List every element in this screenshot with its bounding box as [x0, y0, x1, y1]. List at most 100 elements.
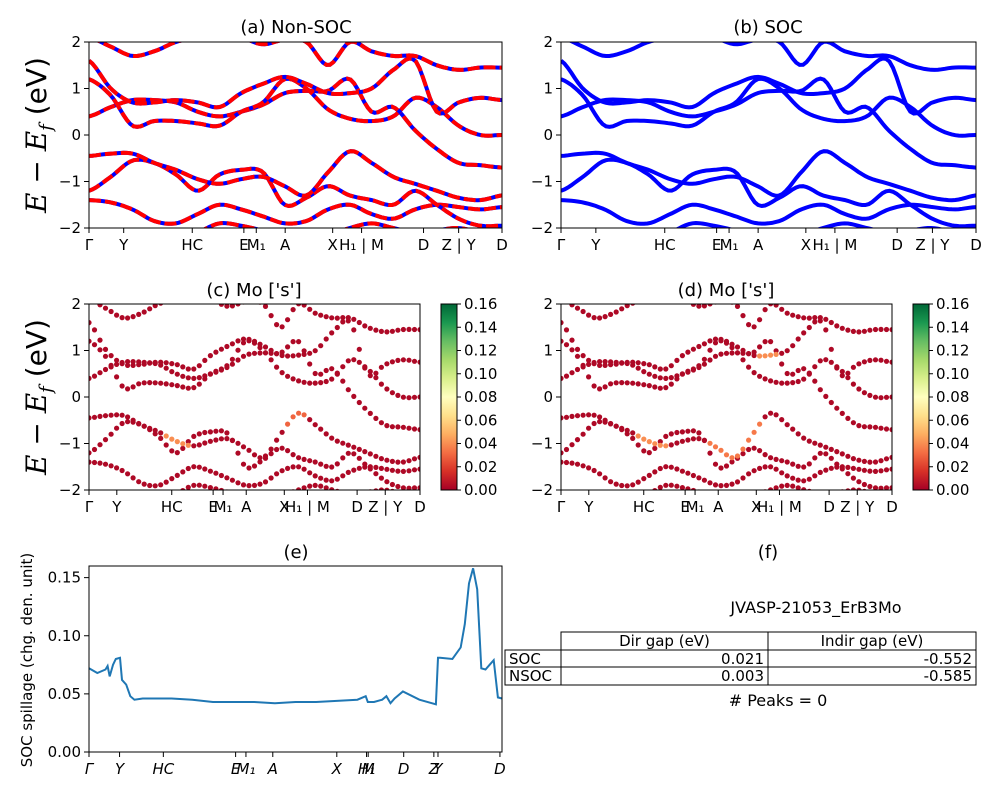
point-c-7-44	[329, 315, 335, 321]
point-c-6-41	[312, 348, 318, 354]
xtick-label-d-7: H₁ | M	[757, 498, 802, 516]
point-c-0-40	[307, 483, 313, 489]
point-d-6-11	[619, 360, 625, 366]
point-d-4-19	[663, 375, 669, 381]
point-d-0-56	[867, 491, 872, 496]
point-c-4-39	[301, 348, 307, 354]
point-c-6-6	[119, 361, 125, 367]
point-d-7-42	[790, 312, 796, 318]
point-c-3-32	[262, 453, 269, 459]
point-d-1-54	[856, 466, 862, 472]
point-d-0-41	[784, 482, 790, 488]
point-c-5-57	[400, 394, 406, 400]
ylabel-mid: E − Ef (eV)	[20, 319, 57, 476]
point-d-3-36	[757, 421, 763, 427]
point-d-2-42	[790, 461, 796, 467]
point-c-7-5	[114, 312, 120, 318]
xtick-label-c-5: A	[241, 498, 252, 516]
point-c-2-48	[351, 451, 357, 457]
point-c-1-40	[307, 470, 313, 476]
point-c-6-28	[240, 336, 247, 342]
point-c-4-17	[180, 373, 186, 379]
point-d-5-20	[668, 381, 674, 387]
point-d-6-45	[806, 324, 812, 331]
xtick-label-b-8: D	[891, 236, 903, 254]
point-c-5-36	[285, 373, 291, 379]
point-c-1-9	[136, 479, 142, 485]
point-d-6-60	[889, 359, 892, 365]
point-d-5-8	[602, 384, 608, 390]
point-d-5-60	[889, 394, 892, 400]
point-c-2-59	[411, 485, 418, 490]
cbar-tick-label-d-2: 0.04	[936, 435, 969, 453]
band-b-5	[561, 76, 976, 138]
point-c-7-4	[108, 308, 114, 315]
point-c-5-46	[340, 364, 346, 370]
point-c-3-51	[367, 451, 373, 457]
point-c-2-25	[224, 430, 230, 436]
cbar-tick-label-d-6: 0.12	[936, 342, 969, 360]
point-d-3-27	[707, 440, 713, 446]
point-d-5-1	[563, 342, 570, 348]
point-d-1-60	[889, 466, 892, 472]
point-c-6-56	[395, 357, 401, 363]
point-c-0-27	[235, 491, 240, 496]
point-c-1-10	[141, 481, 147, 487]
table-header-0: Dir gap (eV)	[619, 632, 710, 650]
point-c-7-27	[235, 304, 241, 307]
point-d-7-57	[872, 326, 879, 333]
point-c-1-7	[125, 471, 131, 477]
point-c-2-15	[169, 448, 175, 454]
point-d-1-38	[768, 464, 774, 470]
point-d-1-34	[746, 471, 752, 477]
point-d-6-44	[801, 330, 807, 336]
point-d-7-36	[757, 317, 763, 323]
table-value-1-0: 0.003	[721, 667, 764, 685]
point-d-3-5	[586, 412, 592, 418]
point-d-2-7	[597, 419, 603, 425]
point-c-0-23	[213, 486, 219, 490]
point-d-5-48	[823, 357, 829, 363]
point-c-1-55	[389, 467, 395, 473]
point-d-4-18	[657, 375, 663, 381]
point-c-7-3	[102, 305, 109, 311]
point-c-4-8	[130, 359, 136, 365]
point-d-3-17	[652, 441, 658, 447]
point-d-3-59	[883, 456, 890, 462]
point-c-6-30	[251, 338, 258, 344]
point-d-3-18	[657, 442, 663, 448]
point-d-6-23	[685, 349, 691, 355]
point-c-5-22	[207, 371, 213, 377]
point-d-5-26	[701, 356, 708, 362]
point-c-5-23	[213, 368, 219, 374]
point-d-0-16	[647, 491, 652, 496]
point-d-1-49	[828, 465, 834, 471]
cbar-tick-label-c-5: 0.10	[464, 365, 497, 383]
plot-d: −2 −1 0 1 2 Γ Y HC EM₁ A XH₁ | M D Z | Y D 0.00 0.02 0.0…	[531, 295, 970, 516]
point-d-7-27	[707, 304, 713, 307]
point-d-3-31	[729, 455, 735, 461]
point-c-2-52	[373, 471, 379, 477]
point-d-1-33	[740, 475, 746, 481]
point-d-1-21	[674, 466, 680, 472]
colorbar-c	[440, 303, 458, 491]
point-c-3-31	[257, 455, 263, 461]
cbar-tick-label-d-5: 0.10	[936, 365, 969, 383]
point-d-5-56	[867, 392, 873, 398]
point-c-1-44	[329, 478, 335, 484]
point-c-3-7	[125, 414, 131, 420]
point-d-1-46	[812, 473, 818, 479]
point-d-4-36	[757, 344, 763, 350]
point-d-0-38	[768, 487, 774, 490]
point-c-5-12	[152, 380, 158, 386]
ylabel-top-main: E − E	[20, 131, 53, 214]
point-c-3-26	[229, 437, 235, 443]
point-c-0-6	[120, 492, 125, 497]
point-c-5-59	[411, 394, 418, 400]
point-d-1-29	[718, 483, 724, 489]
points-c	[89, 304, 420, 497]
point-d-4-58	[878, 425, 884, 431]
point-c-0-28	[241, 492, 246, 497]
point-d-7-4	[580, 308, 586, 315]
xtick-label-a-6: X	[328, 236, 338, 254]
